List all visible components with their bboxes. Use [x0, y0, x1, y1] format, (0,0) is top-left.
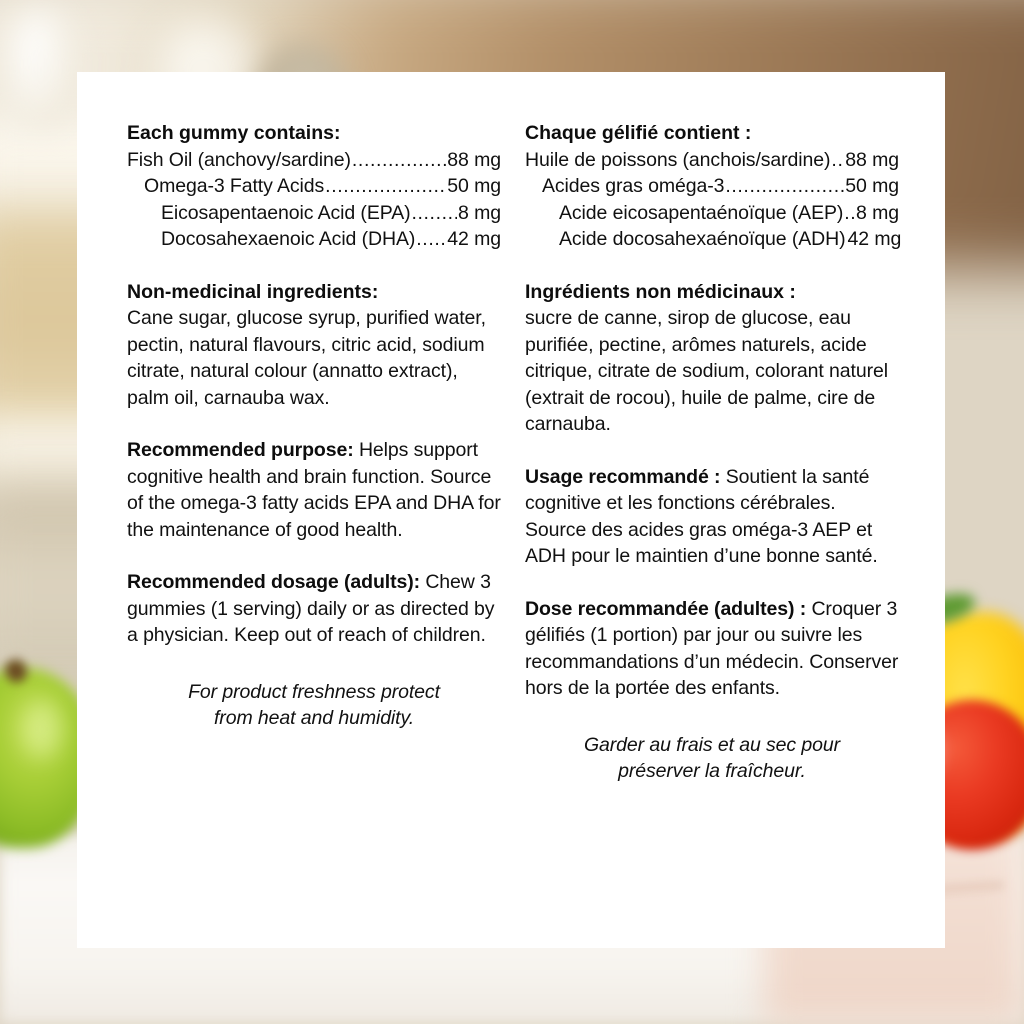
fr-medicinal-row: Huile de poissons (anchois/sardine) 88 m… [525, 147, 899, 174]
fr-medicinal-row: Acides gras oméga-3 50 mg [525, 173, 899, 200]
en-medicinal-section: Each gummy contains: Fish Oil (anchovy/s… [127, 120, 501, 253]
dot-leader [844, 200, 855, 227]
en-freshness-note: For product freshness protect from heat … [127, 679, 501, 732]
en-dosage-body: Chew 3 gummies (1 serving) daily or as d… [127, 571, 495, 646]
fr-purpose-paragraph: Usage recommandé : Soutient la santé cog… [525, 464, 899, 570]
en-medicinal-row-amount: 42 mg [447, 228, 501, 250]
fr-freshness-note: Garder au frais et au sec pour préserver… [525, 732, 899, 785]
fr-medicinal-row-name: Acide eicosapentaénoïque (AEP) [559, 201, 844, 224]
apple-highlight [22, 700, 62, 758]
en-freshness-line-1: For product freshness protect [188, 680, 440, 703]
en-purpose-paragraph: Recommended purpose: Helps support cogni… [127, 437, 501, 543]
fr-purpose-label: Usage recommandé : [525, 465, 721, 488]
fr-medicinal-heading: Chaque gélifié contient : [525, 122, 752, 144]
fr-non-medicinal-section: Ingrédients non médicinaux : sucre de ca… [525, 279, 899, 438]
fr-freshness-line-2: préserver la fraîcheur. [618, 760, 806, 782]
fr-medicinal-row-amount: 8 mg [856, 201, 899, 224]
blurred-jar-left [6, 8, 76, 128]
fr-medicinal-row: Acide eicosapentaénoïque (AEP) 8 mg [525, 200, 899, 227]
fr-medicinal-row-amount: 88 mg [845, 148, 899, 171]
en-medicinal-row: Fish Oil (anchovy/sardine) 88 mg [127, 147, 501, 174]
fr-medicinal-section: Chaque gélifié contient : Huile de poiss… [525, 120, 902, 253]
en-dosage-section: Recommended dosage (adults): Chew 3 gumm… [127, 569, 501, 649]
fr-medicinal-row-amount: 50 mg [845, 175, 899, 197]
dot-leader [831, 147, 844, 174]
en-purpose-section: Recommended purpose: Helps support cogni… [127, 437, 501, 543]
supplement-label-panel: Each gummy contains: Fish Oil (anchovy/s… [77, 72, 945, 948]
en-medicinal-row-amount: 8 mg [458, 201, 501, 224]
fr-purpose-section: Usage recommandé : Soutient la santé cog… [525, 464, 899, 570]
dot-leader [352, 147, 446, 174]
en-medicinal-row-amount: 50 mg [447, 175, 501, 197]
en-medicinal-row-name: Eicosapentaenoic Acid (EPA) [161, 201, 411, 224]
fr-non-medicinal-body: sucre de canne, sirop de glucose, eau pu… [525, 307, 888, 435]
en-medicinal-row-amount: 88 mg [447, 148, 501, 171]
en-dosage-label: Recommended dosage (adults): [127, 571, 420, 593]
en-dosage-paragraph: Recommended dosage (adults): Chew 3 gumm… [127, 569, 501, 649]
fr-medicinal-row: Acide docosahexaénoïque (ADH) 42 mg [525, 226, 902, 253]
fr-medicinal-row-name: Huile de poissons (anchois/sardine) [525, 148, 831, 171]
fr-dosage-paragraph: Dose recommandée (adultes) : Croquer 3 g… [525, 596, 899, 702]
fr-freshness-line-1: Garder au frais et au sec pour [583, 733, 841, 756]
dot-leader [325, 173, 446, 200]
en-purpose-label: Recommended purpose: [127, 439, 354, 461]
fr-dosage-body: Croquer 3 gélifiés (1 portion) par jour … [525, 597, 899, 700]
dot-leader [416, 226, 446, 253]
fr-medicinal-row-name: Acide docosahexaénoïque (ADH) [559, 228, 846, 250]
fr-medicinal-row-amount: 42 mg [847, 228, 902, 250]
en-medicinal-row: Omega-3 Fatty Acids 50 mg [127, 173, 501, 200]
fr-dosage-label: Dose recommandée (adultes) : [525, 597, 807, 620]
en-medicinal-row-name: Docosahexaenoic Acid (DHA) [161, 228, 416, 250]
french-column: Chaque gélifié contient : Huile de poiss… [525, 120, 902, 948]
en-non-medicinal-body: Cane sugar, glucose syrup, purified wate… [127, 307, 486, 409]
en-medicinal-row: Docosahexaenoic Acid (DHA) 42 mg [127, 226, 501, 253]
en-medicinal-heading: Each gummy contains: [127, 122, 341, 144]
fr-purpose-body: Soutient la santé cognitive et les fonct… [525, 465, 878, 568]
en-medicinal-row-name: Fish Oil (anchovy/sardine) [127, 148, 351, 171]
en-non-medicinal-heading: Non-medicinal ingredients: [127, 280, 379, 303]
fr-medicinal-row-name: Acides gras oméga-3 [542, 175, 725, 197]
en-medicinal-row-name: Omega-3 Fatty Acids [144, 175, 325, 197]
fr-non-medicinal-heading: Ingrédients non médicinaux : [525, 280, 796, 303]
fr-dosage-section: Dose recommandée (adultes) : Croquer 3 g… [525, 596, 899, 702]
dot-leader [412, 200, 458, 227]
en-purpose-body: Helps support cognitive health and brain… [127, 439, 501, 541]
en-non-medicinal-section: Non-medicinal ingredients: Cane sugar, g… [127, 279, 501, 412]
en-freshness-line-2: from heat and humidity. [213, 707, 415, 729]
en-medicinal-row: Eicosapentaenoic Acid (EPA) 8 mg [127, 200, 501, 227]
english-column: Each gummy contains: Fish Oil (anchovy/s… [127, 120, 501, 948]
dot-leader [725, 173, 844, 200]
